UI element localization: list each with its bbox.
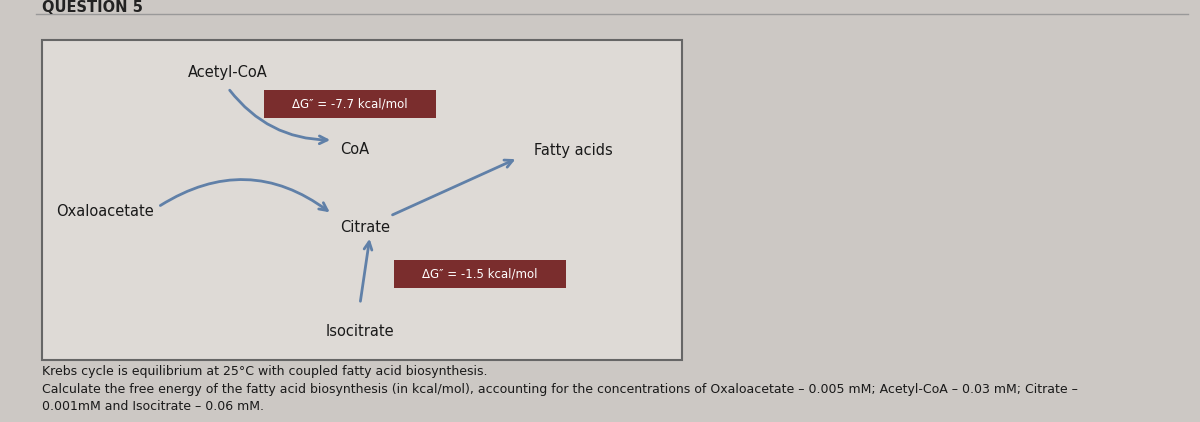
Text: Acetyl-CoA: Acetyl-CoA <box>188 65 268 79</box>
Text: 0.001mM and Isocitrate – 0.06 mM.: 0.001mM and Isocitrate – 0.06 mM. <box>42 400 264 412</box>
Text: Krebs cycle is equilibrium at 25°C with coupled fatty acid biosynthesis.: Krebs cycle is equilibrium at 25°C with … <box>42 365 487 379</box>
FancyBboxPatch shape <box>394 260 566 288</box>
Text: Isocitrate: Isocitrate <box>326 325 395 340</box>
Text: CoA: CoA <box>340 143 370 157</box>
Text: Citrate: Citrate <box>340 221 390 235</box>
FancyBboxPatch shape <box>42 40 682 360</box>
Text: ΔG″ = -7.7 kcal/mol: ΔG″ = -7.7 kcal/mol <box>292 97 408 111</box>
Text: Calculate the free energy of the fatty acid biosynthesis (in kcal/mol), accounti: Calculate the free energy of the fatty a… <box>42 382 1078 395</box>
FancyBboxPatch shape <box>264 90 436 118</box>
Text: Oxaloacetate: Oxaloacetate <box>56 205 154 219</box>
Text: ΔG″ = -1.5 kcal/mol: ΔG″ = -1.5 kcal/mol <box>422 268 538 281</box>
Text: QUESTION 5: QUESTION 5 <box>42 0 143 16</box>
Text: Fatty acids: Fatty acids <box>534 143 613 157</box>
